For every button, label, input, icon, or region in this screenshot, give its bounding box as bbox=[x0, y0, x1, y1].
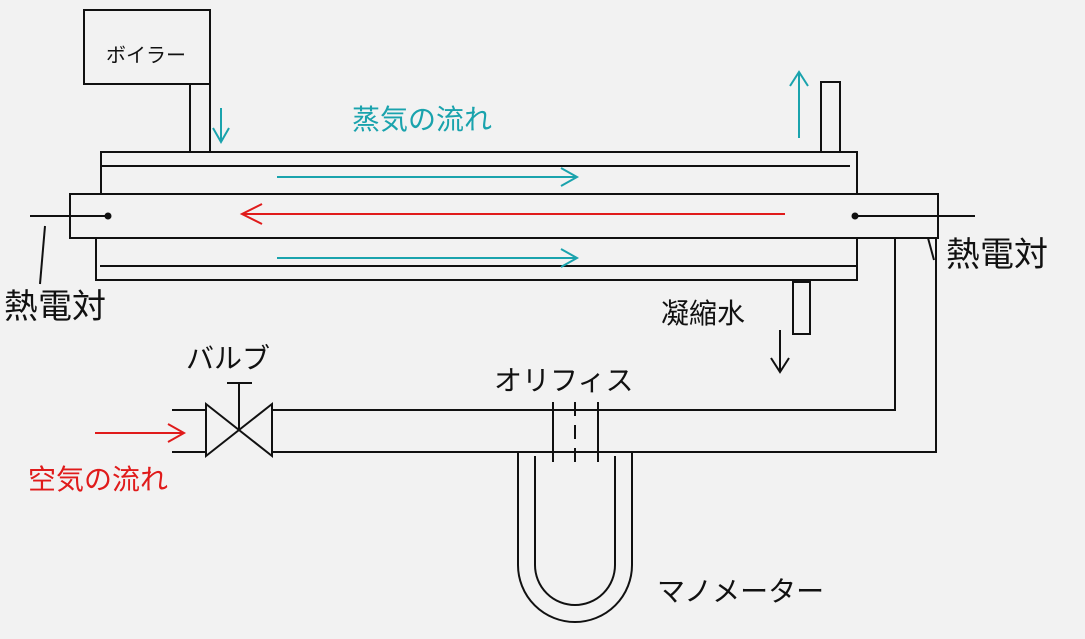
upper-steam-jacket bbox=[100, 151, 858, 195]
steam-flow-label: 蒸気の流れ bbox=[352, 103, 493, 136]
return-pipe bbox=[272, 238, 896, 411]
thermocouple-right-dot bbox=[851, 212, 859, 220]
valve-label: バルブ bbox=[186, 342, 271, 375]
thermocouple-right-label: 熱電対 bbox=[946, 235, 1048, 275]
manometer-inner bbox=[534, 456, 616, 606]
manometer-label: マノメーター bbox=[657, 575, 825, 608]
inner-air-tube bbox=[69, 193, 939, 239]
boiler-pipe bbox=[189, 83, 211, 153]
orifice-label: オリフィス bbox=[494, 364, 634, 397]
steam-flow-upper-arrow bbox=[277, 167, 580, 187]
steam-outlet-arrow bbox=[789, 70, 809, 138]
air-inlet-arrow bbox=[95, 423, 187, 443]
steam-outlet-pipe bbox=[820, 81, 841, 153]
steam-inlet-arrow bbox=[212, 108, 230, 145]
condensate-arrow bbox=[770, 330, 790, 374]
lower-steam-jacket bbox=[95, 237, 858, 281]
condensate-label: 凝縮水 bbox=[661, 297, 746, 330]
thermocouple-left-dot bbox=[104, 212, 112, 220]
air-flow-label: 空気の流れ bbox=[28, 463, 169, 496]
boiler-box bbox=[83, 9, 211, 85]
thermocouple-left-label: 熱電対 bbox=[4, 287, 106, 327]
manometer-outer bbox=[517, 452, 633, 623]
valve-body bbox=[205, 401, 273, 459]
boiler-label: ボイラー bbox=[106, 43, 186, 67]
condensate-pipe bbox=[792, 281, 811, 335]
steam-flow-lower-arrow bbox=[277, 248, 580, 268]
air-flow-tube-arrow bbox=[239, 203, 785, 225]
